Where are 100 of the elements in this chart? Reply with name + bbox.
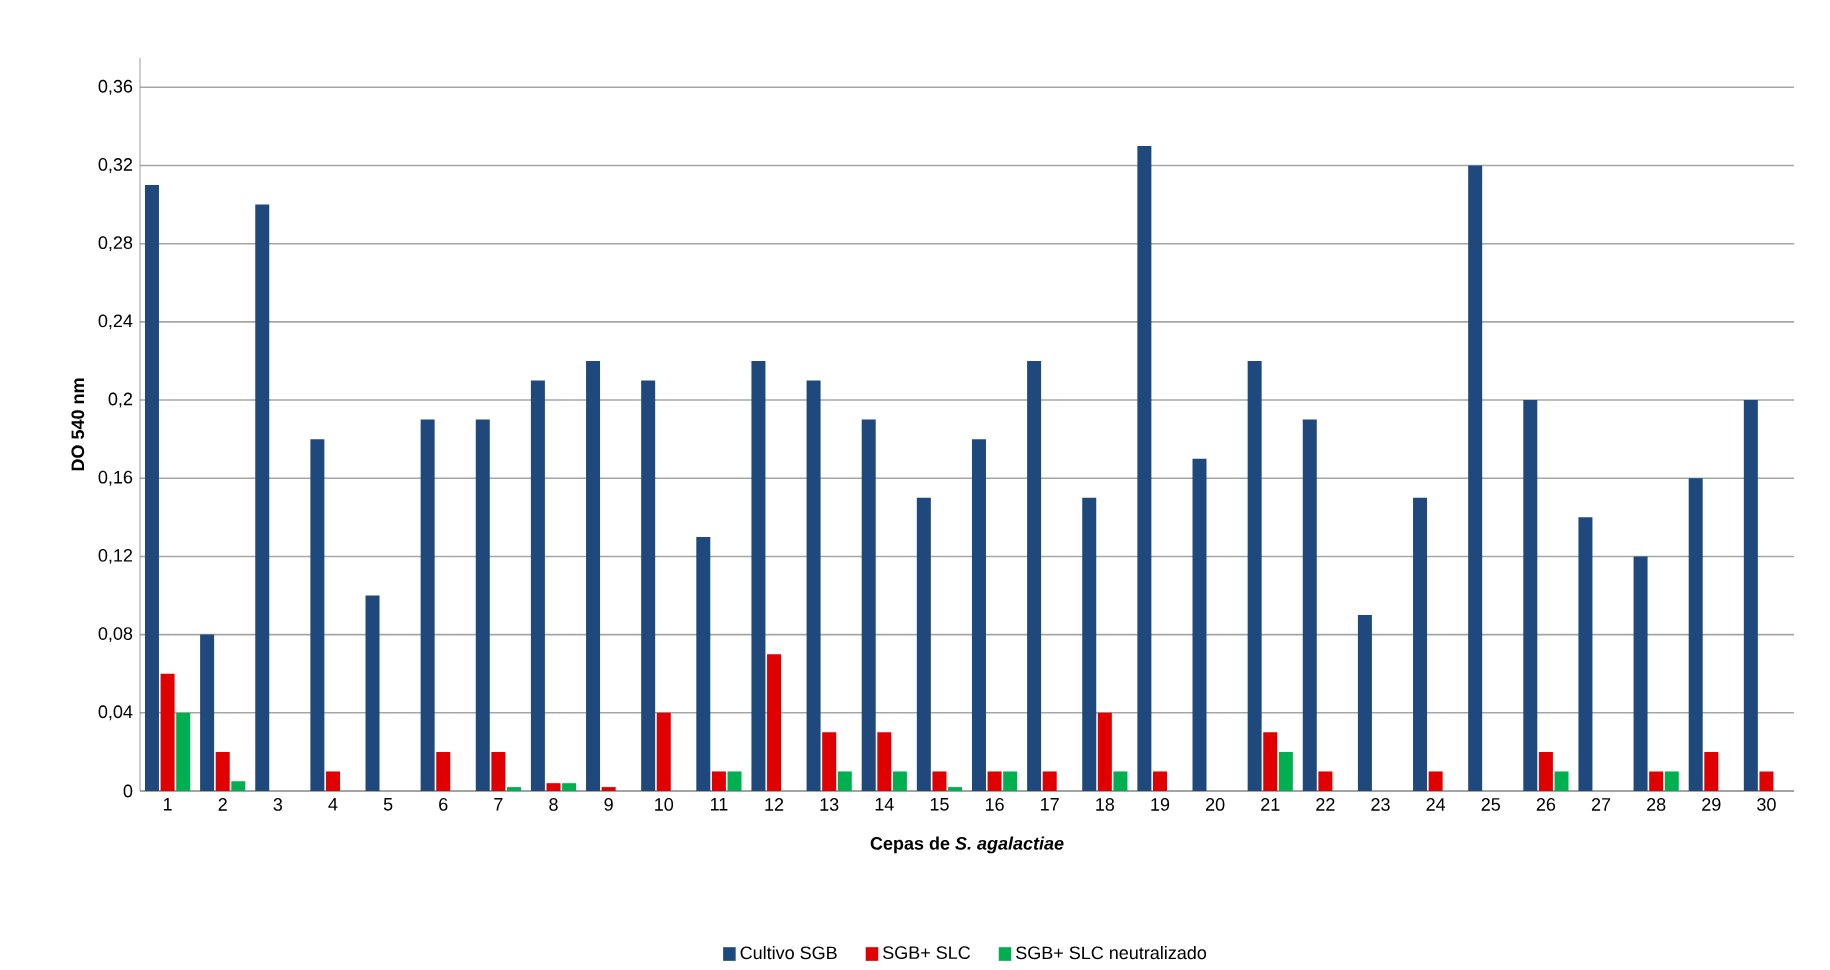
y-tick-label: 0,2 bbox=[108, 392, 133, 408]
x-tick-label: 6 bbox=[439, 798, 448, 811]
x-tick-label: 19 bbox=[1151, 798, 1170, 811]
bar bbox=[1082, 497, 1097, 791]
x-tick-label: 29 bbox=[1702, 798, 1721, 811]
bar bbox=[1688, 478, 1703, 791]
bar bbox=[1097, 712, 1112, 791]
bar bbox=[916, 497, 931, 791]
y-tick-label: 0 bbox=[123, 784, 133, 798]
y-tick-label: 0,12 bbox=[98, 548, 133, 564]
bar bbox=[1357, 615, 1372, 791]
bar bbox=[1554, 771, 1569, 791]
bar bbox=[1649, 771, 1664, 791]
bar bbox=[987, 771, 1002, 791]
bar bbox=[1759, 771, 1774, 791]
bar bbox=[1263, 732, 1278, 791]
bar bbox=[1003, 771, 1018, 791]
bar bbox=[586, 360, 601, 791]
bar bbox=[1538, 751, 1553, 791]
x-tick-label: 22 bbox=[1316, 798, 1335, 811]
bar bbox=[1318, 771, 1333, 791]
bar bbox=[365, 595, 380, 791]
x-tick-label: 27 bbox=[1591, 798, 1611, 811]
legend-label: SGB+ SLC neutralizado bbox=[1016, 945, 1207, 960]
bar bbox=[506, 787, 521, 791]
bar bbox=[1664, 771, 1679, 791]
bar bbox=[215, 751, 230, 791]
bar bbox=[325, 771, 340, 791]
x-tick-label: 20 bbox=[1206, 798, 1225, 811]
bar bbox=[641, 380, 656, 791]
bar bbox=[144, 185, 159, 791]
x-tick-label: 28 bbox=[1647, 798, 1666, 811]
y-tick-label: 0,08 bbox=[98, 627, 133, 643]
x-tick-label: 9 bbox=[604, 798, 613, 811]
bar bbox=[1152, 771, 1167, 791]
y-tick-label: 0,36 bbox=[98, 79, 133, 95]
bar bbox=[530, 380, 545, 791]
x-tick-label: 3 bbox=[273, 798, 283, 811]
x-tick-label: 11 bbox=[710, 798, 728, 811]
x-tick-label: 18 bbox=[1096, 798, 1115, 811]
bar bbox=[1278, 751, 1293, 791]
bar bbox=[1137, 145, 1152, 791]
legend-label: SGB+ SLC bbox=[883, 946, 971, 959]
bar bbox=[1042, 771, 1057, 791]
bar bbox=[1247, 360, 1262, 791]
x-tick-label: 10 bbox=[655, 798, 674, 811]
x-tick-label: 13 bbox=[820, 798, 839, 811]
bar bbox=[436, 751, 451, 791]
x-tick-label: 2 bbox=[218, 798, 227, 811]
y-tick-label: 0,32 bbox=[98, 158, 133, 173]
bar bbox=[727, 771, 742, 791]
bar bbox=[160, 673, 175, 791]
bar bbox=[200, 634, 215, 791]
bar bbox=[1428, 771, 1443, 791]
y-tick-label: 0,04 bbox=[98, 705, 133, 721]
bar bbox=[1027, 360, 1042, 791]
bar bbox=[822, 732, 837, 791]
bar bbox=[1743, 400, 1758, 791]
bar bbox=[255, 204, 270, 791]
x-tick-label: 23 bbox=[1371, 798, 1390, 811]
bar bbox=[892, 771, 907, 791]
x-tick-label: 8 bbox=[549, 798, 558, 811]
bar bbox=[656, 712, 671, 791]
bar bbox=[1633, 556, 1648, 791]
x-tick-label: 16 bbox=[985, 798, 1004, 811]
bar bbox=[696, 536, 711, 791]
x-tick-label: 4 bbox=[328, 798, 338, 811]
x-tick-label: 12 bbox=[765, 798, 784, 811]
bar bbox=[1302, 419, 1317, 791]
bar bbox=[932, 771, 947, 791]
x-tick-label: 17 bbox=[1041, 798, 1059, 811]
legend-label: Cultivo SGB bbox=[740, 945, 837, 960]
bar bbox=[806, 380, 821, 791]
y-tick-label: 0,24 bbox=[98, 314, 133, 330]
bar bbox=[767, 654, 782, 791]
x-tick-label: 30 bbox=[1757, 798, 1776, 811]
bar bbox=[1192, 458, 1207, 791]
y-axis-title: DO 540 nm bbox=[71, 378, 85, 471]
bar bbox=[601, 787, 616, 791]
bar bbox=[877, 732, 892, 791]
bar bbox=[231, 781, 246, 791]
bar bbox=[420, 419, 435, 791]
x-tick-label: 1 bbox=[163, 798, 172, 811]
bar bbox=[837, 771, 852, 791]
x-tick-label: 21 bbox=[1261, 798, 1280, 811]
x-tick-label: 24 bbox=[1426, 798, 1446, 811]
bar bbox=[546, 783, 561, 791]
x-tick-label: 14 bbox=[875, 798, 894, 811]
bar bbox=[711, 771, 726, 791]
bar bbox=[861, 419, 876, 791]
x-tick-label: 5 bbox=[383, 798, 393, 811]
bar bbox=[1704, 751, 1719, 791]
x-tick-label: 25 bbox=[1481, 798, 1501, 811]
bar bbox=[475, 419, 490, 791]
bar bbox=[491, 751, 506, 791]
bar bbox=[948, 787, 963, 791]
x-axis-title: Cepas de S. agalactiae bbox=[870, 836, 1064, 854]
bar bbox=[1578, 517, 1593, 791]
bar bbox=[751, 360, 766, 791]
x-tick-label: 15 bbox=[930, 798, 949, 811]
